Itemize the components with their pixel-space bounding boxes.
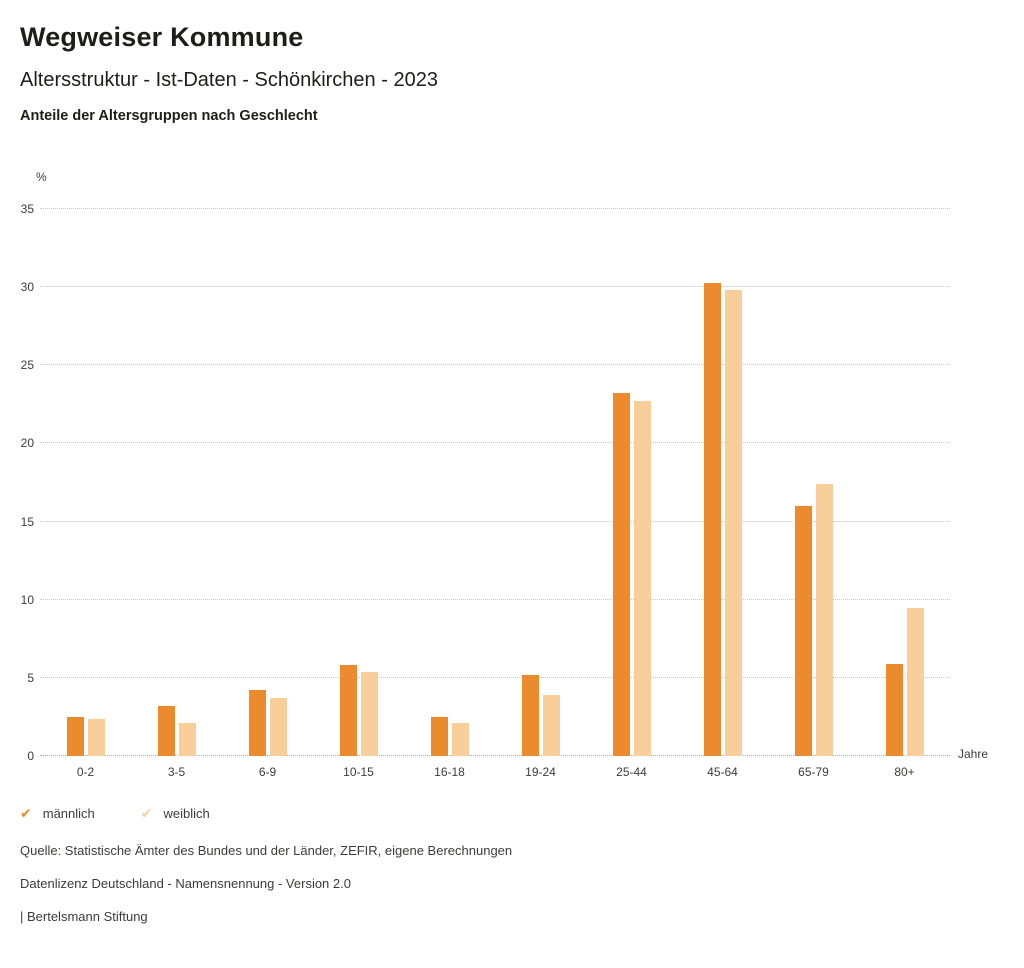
x-tick-label-16-18: 16-18	[434, 765, 465, 779]
bar-weiblich-3-5[interactable]	[178, 723, 196, 756]
bar-group-0-2: 0-2	[40, 209, 131, 779]
bar-group-25-44: 25-44	[586, 209, 677, 779]
bar-chart: % Jahre 0 5 10 15 20 25 30 35 0-2 3-5 6-9 10-15 16-1…	[20, 124, 1004, 786]
page-title: Wegweiser Kommune	[20, 22, 304, 52]
gridline-10	[40, 598, 950, 600]
bar-männlich-16-18[interactable]	[430, 716, 448, 756]
bar-weiblich-45-64[interactable]	[724, 290, 742, 756]
bar-group-6-9: 6-9	[222, 209, 313, 779]
x-tick-label-19-24: 19-24	[525, 765, 556, 779]
bar-männlich-19-24[interactable]	[521, 674, 539, 756]
plot-area: Jahre 0 5 10 15 20 25 30 35 0-2 3-5 6-9 10-15 16-18 1…	[21, 202, 988, 779]
bar-weiblich-80+[interactable]	[906, 607, 924, 756]
x-tick-label-0-2: 0-2	[76, 765, 95, 779]
x-tick-label-10-15: 10-15	[343, 765, 374, 779]
legend-label: weiblich	[163, 806, 210, 821]
chart-subtitle: Altersstruktur - Ist-Daten - Schönkirche…	[20, 69, 438, 91]
bar-männlich-6-9[interactable]	[248, 690, 266, 756]
legend-label: männlich	[42, 806, 95, 821]
bar-weiblich-10-15[interactable]	[360, 671, 378, 756]
y-tick-label-30: 30	[20, 280, 34, 295]
bar-männlich-25-44[interactable]	[612, 393, 630, 756]
bar-männlich-0-2[interactable]	[66, 716, 84, 756]
bar-groups: 0-2 3-5 6-9 10-15 16-18 19-24 25-44 45-64 65-79 8…	[40, 209, 950, 779]
x-tick-label-45-64: 45-64	[707, 765, 738, 779]
x-tick-label-80+: 80+	[894, 765, 915, 779]
y-axis-unit-label: %	[36, 170, 47, 184]
x-tick-label-6-9: 6-9	[258, 765, 277, 779]
bar-männlich-3-5[interactable]	[157, 706, 175, 756]
chart-description: Anteile der Altersgruppen nach Geschlech…	[20, 108, 318, 124]
gridline-0	[40, 755, 950, 756]
legend: ✔ männlich ✔ weiblich	[20, 806, 1024, 821]
bar-group-3-5: 3-5	[131, 209, 222, 779]
y-tick-label-10: 10	[20, 592, 34, 607]
bar-group-80+: 80+	[859, 209, 950, 779]
footer: Quelle: Statistische Ämter des Bundes un…	[20, 843, 1004, 924]
gridline-25	[40, 364, 950, 366]
gridline-15	[40, 520, 950, 522]
check-icon: ✔	[20, 805, 32, 822]
x-tick-label-65-79: 65-79	[798, 765, 829, 779]
bar-group-10-15: 10-15	[313, 209, 404, 779]
bar-weiblich-0-2[interactable]	[87, 718, 105, 756]
x-tick-label-3-5: 3-5	[167, 765, 186, 779]
y-tick-label-5: 5	[27, 670, 34, 685]
bar-männlich-80+[interactable]	[885, 663, 903, 756]
x-tick-label-25-44: 25-44	[616, 765, 647, 779]
bar-group-45-64: 45-64	[677, 209, 768, 779]
y-tick-label-0: 0	[27, 749, 34, 763]
source-note: Quelle: Statistische Ämter des Bundes un…	[20, 843, 513, 858]
gridline-30	[40, 286, 950, 288]
bar-weiblich-65-79[interactable]	[815, 484, 833, 756]
license-note: Datenlizenz Deutschland - Namensnennung …	[20, 876, 351, 891]
bar-weiblich-19-24[interactable]	[542, 695, 560, 756]
gridline-20	[40, 442, 950, 444]
y-tick-label-20: 20	[20, 436, 34, 451]
bar-group-16-18: 16-18	[404, 209, 495, 779]
bar-weiblich-25-44[interactable]	[633, 401, 651, 756]
y-tick-label-25: 25	[20, 358, 34, 373]
y-tick-label-15: 15	[20, 514, 34, 529]
attribution-note: | Bertelsmann Stiftung	[20, 909, 148, 924]
gridline-35	[40, 208, 950, 209]
bar-weiblich-16-18[interactable]	[451, 723, 469, 756]
bar-group-65-79: 65-79	[768, 209, 859, 779]
bar-group-19-24: 19-24	[495, 209, 586, 779]
gridline-5	[40, 676, 950, 678]
legend-item-maennlich[interactable]: ✔ männlich	[20, 806, 95, 821]
bar-weiblich-6-9[interactable]	[269, 698, 287, 756]
bar-männlich-65-79[interactable]	[794, 505, 812, 756]
bar-männlich-45-64[interactable]	[703, 282, 721, 756]
check-icon: ✔	[140, 805, 153, 822]
x-axis-unit-label: Jahre	[958, 747, 989, 761]
y-tick-label-35: 35	[20, 202, 34, 216]
legend-item-weiblich[interactable]: ✔ weiblich	[141, 806, 210, 821]
bar-männlich-10-15[interactable]	[339, 665, 357, 756]
